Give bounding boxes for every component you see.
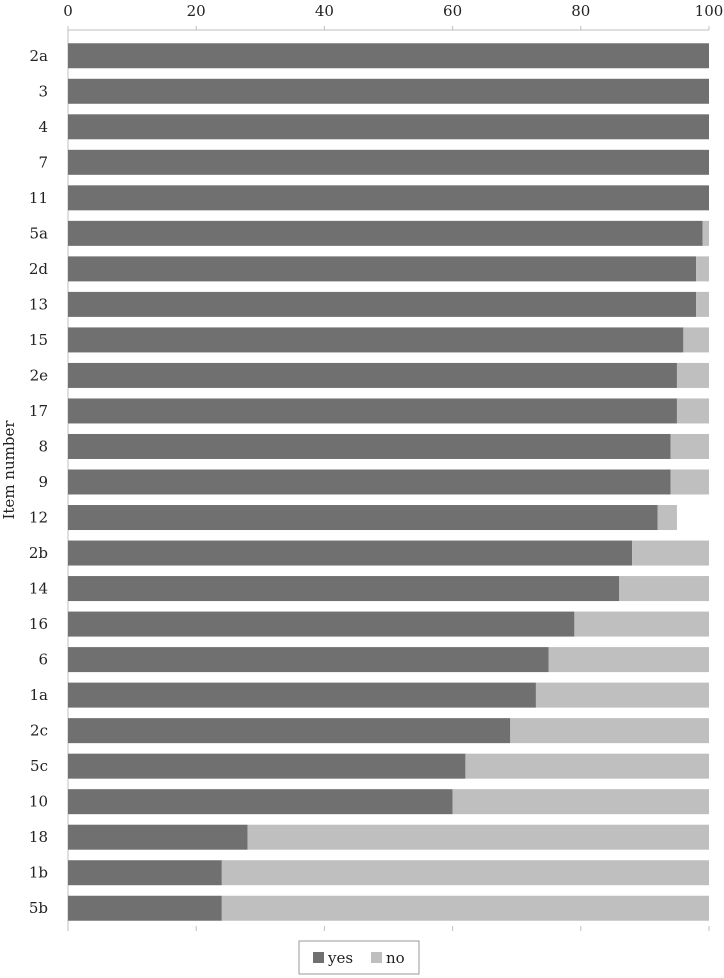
bar-yes-2b <box>68 540 633 566</box>
category-label: 1b <box>29 864 48 882</box>
bar-no-18 <box>247 824 710 850</box>
bar-no-2c <box>510 718 709 744</box>
x-tick-label: 100 <box>695 2 724 20</box>
bar-no-17 <box>676 398 709 424</box>
category-label: 6 <box>38 651 48 669</box>
category-label: 12 <box>29 509 48 527</box>
bar-yes-10 <box>68 789 453 815</box>
bar-yes-2e <box>68 362 677 388</box>
category-label: 5a <box>30 224 49 242</box>
category-label: 2e <box>30 366 49 384</box>
bar-yes-1a <box>68 682 536 708</box>
category-label: 8 <box>38 437 48 455</box>
bar-no-10 <box>452 789 709 815</box>
category-label: 13 <box>29 295 48 313</box>
bar-yes-13 <box>68 291 697 317</box>
category-label: 5b <box>29 899 48 917</box>
bar-yes-17 <box>68 398 677 424</box>
y-axis-title: Item number <box>0 420 18 520</box>
x-tick-label: 80 <box>571 2 590 20</box>
bar-yes-4 <box>68 114 709 140</box>
bar-no-5c <box>465 753 709 779</box>
bar-no-16 <box>574 611 709 637</box>
bar-yes-6 <box>68 647 549 673</box>
bar-no-9 <box>670 469 709 495</box>
legend: yes no <box>298 940 420 975</box>
bar-no-15 <box>683 327 709 353</box>
category-label: 3 <box>38 82 48 100</box>
bar-yes-2a <box>68 43 709 69</box>
x-tick-label: 0 <box>63 2 73 20</box>
bar-no-1b <box>221 860 709 886</box>
bar-no-1a <box>535 682 709 708</box>
bar-yes-2c <box>68 718 511 744</box>
category-label: 14 <box>29 580 48 598</box>
bar-no-14 <box>619 576 709 602</box>
bar-no-13 <box>696 291 709 317</box>
category-label: 2d <box>29 260 49 278</box>
category-label: 18 <box>29 828 48 846</box>
bar-yes-5a <box>68 220 703 246</box>
category-label: 10 <box>29 793 48 811</box>
bar-yes-15 <box>68 327 684 353</box>
category-label: 2b <box>29 544 48 562</box>
bar-yes-9 <box>68 469 671 495</box>
category-label: 17 <box>29 402 48 420</box>
category-label: 16 <box>29 615 48 633</box>
bar-yes-5b <box>68 895 222 921</box>
bar-yes-8 <box>68 433 671 459</box>
category-label: 11 <box>29 189 48 207</box>
category-label: 15 <box>29 331 48 349</box>
legend-swatch-yes <box>313 952 324 963</box>
bar-no-5b <box>221 895 709 921</box>
bar-yes-3 <box>68 78 709 104</box>
bar-yes-5c <box>68 753 466 779</box>
bar-yes-1b <box>68 860 222 886</box>
bar-yes-2d <box>68 256 697 282</box>
bar-no-6 <box>548 647 709 673</box>
bar-no-5a <box>702 220 709 246</box>
bar-yes-7 <box>68 149 709 175</box>
category-labels: 2a 3 4 7 11 5a 2d 13 15 2e 17 8 9 12 2b 14 16 6 1a 2c 5c 10 18… <box>29 47 49 917</box>
x-tick-label: 20 <box>187 2 206 20</box>
category-label: 5c <box>30 757 48 775</box>
category-label: 1a <box>30 686 49 704</box>
legend-label-no: no <box>386 949 405 967</box>
x-axis: 0 20 40 60 80 100 <box>63 2 723 931</box>
bar-no-2b <box>632 540 709 566</box>
category-label: 4 <box>38 118 48 136</box>
category-label: 2a <box>30 47 49 65</box>
bar-yes-14 <box>68 576 620 602</box>
category-label: 9 <box>38 473 48 491</box>
bar-no-2d <box>696 256 709 282</box>
bar-yes-18 <box>68 824 248 850</box>
bar-no-8 <box>670 433 709 459</box>
x-tick-label: 40 <box>315 2 334 20</box>
legend-swatch-no <box>371 952 382 963</box>
legend-label-yes: yes <box>327 949 353 967</box>
bar-yes-16 <box>68 611 575 637</box>
bar-no-12 <box>657 505 677 531</box>
category-label: 7 <box>38 153 48 171</box>
x-tick-label: 60 <box>443 2 462 20</box>
bar-no-2e <box>676 362 709 388</box>
bar-yes-11 <box>68 185 709 211</box>
category-label: 2c <box>30 722 48 740</box>
bars <box>68 43 710 921</box>
bar-yes-12 <box>68 505 658 531</box>
